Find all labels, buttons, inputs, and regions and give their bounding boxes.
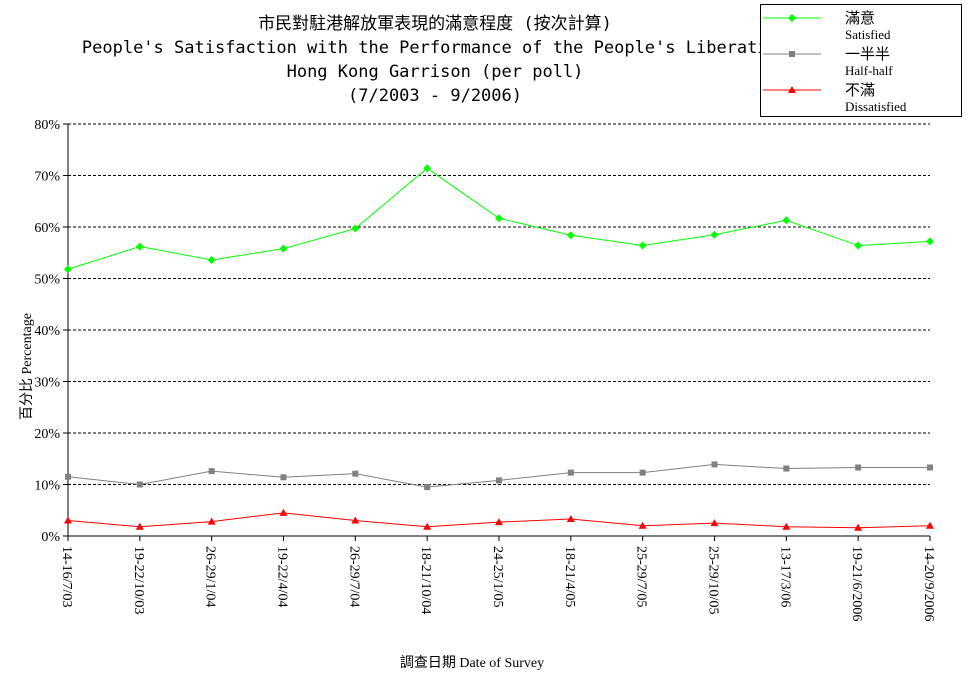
- point-half-half-11: [855, 464, 862, 471]
- point-dissatisfied-12: [926, 521, 934, 529]
- legend-label-dissatisfied-en: Dissatisfied: [845, 99, 907, 114]
- legend-swatch-half-half: [763, 51, 821, 57]
- point-dissatisfied-2: [207, 517, 216, 525]
- legend-swatch-satisfied: [763, 14, 821, 22]
- point-half-half-1: [136, 481, 143, 488]
- point-satisfied-7: [566, 231, 575, 240]
- y-tick-label-5: 50%: [34, 273, 60, 288]
- chart-title-en-line1: People's Satisfaction with the Performan…: [81, 38, 789, 58]
- point-half-half-3: [280, 474, 287, 481]
- y-tick-label-8: 80%: [34, 118, 60, 133]
- point-dissatisfied-10: [782, 522, 791, 530]
- y-axis-label: 百分比 Percentage: [20, 313, 35, 420]
- point-dissatisfied-7: [566, 515, 575, 523]
- x-tick-label-6: 24-25/1/05: [490, 546, 505, 607]
- x-tick-label-0: 14-16/7/03: [59, 546, 74, 607]
- chart-title: 市民對駐港解放軍表現的滿意程度 (按次計算) People's Satisfac…: [0, 12, 870, 108]
- point-satisfied-10: [782, 216, 791, 225]
- legend-label-half-half-en: Half-half: [845, 63, 893, 78]
- y-tick-label-1: 10%: [34, 479, 60, 494]
- point-satisfied-5: [423, 164, 432, 173]
- legend-swatch-dissatisfied: [763, 86, 821, 93]
- x-axis-label-wrap: 調查日期 Date of Survey: [0, 652, 974, 672]
- legend-label-satisfied-en: Satisfied: [845, 27, 891, 42]
- legend-item-half-half: 一半半 Half-half: [761, 45, 961, 81]
- point-dissatisfied-0: [64, 516, 72, 524]
- x-tick-label-9: 25-29/10/05: [706, 546, 721, 614]
- point-half-half-7: [567, 469, 574, 476]
- chart-subtitle-period: (7/2003 - 9/2006): [348, 86, 522, 106]
- x-tick-label-8: 25-29/7/05: [634, 546, 649, 607]
- y-tick-label-3: 30%: [34, 376, 60, 391]
- point-dissatisfied-11: [854, 523, 863, 531]
- point-half-half-2: [208, 468, 215, 475]
- point-satisfied-2: [207, 255, 216, 264]
- y-tick-label-2: 20%: [34, 427, 60, 442]
- legend-label-satisfied-zh: 滿意: [845, 9, 876, 27]
- y-tick-label-4: 40%: [34, 324, 60, 339]
- x-tick-label-1: 19-22/10/03: [131, 546, 146, 614]
- point-half-half-10: [783, 465, 790, 472]
- x-tick-label-7: 18-21/4/05: [562, 546, 577, 607]
- x-tick-label-5: 18-21/10/04: [418, 546, 433, 614]
- legend-label-dissatisfied-zh: 不滿: [845, 81, 876, 99]
- point-half-half-12: [927, 464, 933, 471]
- y-tick-label-7: 70%: [34, 170, 60, 185]
- point-satisfied-12: [926, 237, 934, 246]
- x-tick-label-3: 19-22/4/04: [275, 546, 290, 607]
- x-tick-label-11: 19-21/6/2006: [849, 546, 864, 621]
- point-dissatisfied-5: [423, 522, 432, 530]
- y-tick-label-6: 60%: [34, 221, 60, 236]
- point-half-half-8: [639, 469, 646, 476]
- point-dissatisfied-1: [135, 522, 144, 530]
- point-dissatisfied-9: [710, 519, 719, 527]
- chart-title-en-line2: Hong Kong Garrison (per poll): [286, 62, 584, 82]
- x-tick-label-4: 26-29/7/04: [346, 546, 361, 607]
- point-half-half-5: [424, 484, 431, 491]
- x-tick-label-2: 26-29/1/04: [203, 546, 218, 607]
- point-satisfied-11: [854, 241, 863, 250]
- point-satisfied-9: [710, 230, 719, 239]
- y-tick-label-0: 0%: [41, 530, 60, 545]
- point-half-half-6: [496, 477, 502, 484]
- point-dissatisfied-4: [351, 516, 360, 524]
- legend-item-dissatisfied: 不滿 Dissatisfied: [761, 81, 961, 117]
- point-half-half-9: [711, 461, 718, 468]
- point-satisfied-4: [351, 224, 360, 233]
- point-half-half-4: [352, 470, 359, 477]
- chart-legend: 滿意 Satisfied 一半半 Half-half 不滿 Dissatisfi…: [760, 4, 962, 117]
- point-satisfied-3: [279, 244, 288, 253]
- series-line-half-half: [67, 463, 930, 488]
- legend-label-half-half-zh: 一半半: [845, 45, 891, 63]
- point-half-half-0: [65, 473, 71, 480]
- chart-title-zh: 市民對駐港解放軍表現的滿意程度 (按次計算): [258, 14, 612, 34]
- x-axis-label: 調查日期 Date of Survey: [399, 656, 545, 671]
- point-dissatisfied-8: [638, 521, 647, 529]
- point-satisfied-0: [64, 265, 72, 274]
- point-dissatisfied-3: [279, 508, 288, 516]
- point-satisfied-1: [135, 242, 144, 251]
- point-satisfied-8: [638, 241, 647, 250]
- legend-item-satisfied: 滿意 Satisfied: [761, 9, 961, 45]
- x-tick-label-12: 14-20/9/2006: [921, 546, 936, 621]
- point-dissatisfied-6: [495, 518, 503, 526]
- x-tick-label-10: 13-17/3/06: [777, 546, 792, 607]
- point-satisfied-6: [495, 214, 503, 223]
